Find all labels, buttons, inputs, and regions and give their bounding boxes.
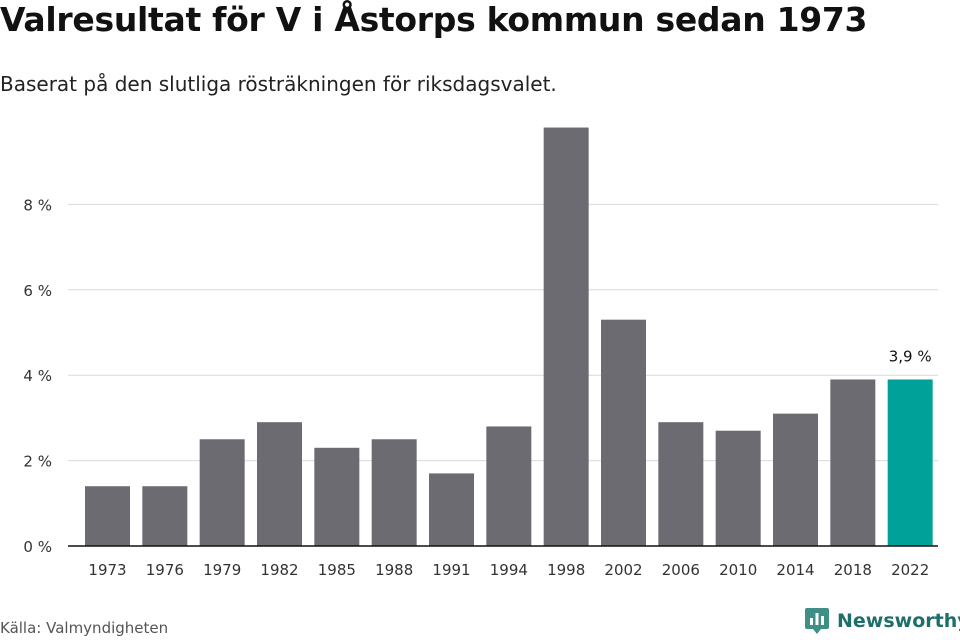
x-tick-label: 2010 [719,561,757,579]
x-tick-label: 2018 [834,561,872,579]
bar-1991 [429,473,474,546]
x-tick-label: 1976 [146,561,184,579]
y-tick-label: 4 % [23,367,52,385]
y-tick-label: 2 % [23,453,52,471]
data-labels: 3,9 % [889,347,932,365]
x-tick-label: 1985 [318,561,356,579]
bar-2010 [715,430,761,546]
chart-title: Valresultat för V i Åstorps kommun sedan… [0,0,868,39]
bar-2018 [830,379,876,546]
x-tick-label: 1988 [375,561,413,579]
x-tick-label: 2002 [604,561,642,579]
x-tick-label: 1979 [203,561,241,579]
x-tick-label: 1991 [432,561,470,579]
x-tick-label: 1973 [88,561,126,579]
bar-1982 [257,422,302,546]
y-tick-label: 8 % [23,196,52,214]
bar-1976 [142,486,188,546]
y-axis-labels: 0 % 2 % 4 % 6 % 8 % [23,196,52,556]
x-tick-label: 2006 [662,561,700,579]
bars [85,127,933,546]
bar-1994 [486,426,532,546]
bar-2006 [658,422,704,546]
bar-2002 [601,319,646,546]
x-tick-label: 2022 [891,561,929,579]
y-tick-label: 6 % [23,282,52,300]
x-tick-label: 1994 [490,561,528,579]
y-tick-label: 0 % [23,538,52,556]
bar-2022 [887,379,933,546]
bar-1973 [85,486,130,546]
newsworthy-logo-icon [805,608,829,634]
bar-1998 [543,127,589,546]
x-tick-label: 1982 [260,561,298,579]
data-label-2022: 3,9 % [889,347,932,365]
bar-2014 [773,413,818,546]
brand-name: Newsworthy [837,610,960,632]
x-axis-labels: 1973 1976 1979 1982 1985 1988 1991 1994 1998 2002… [88,561,929,579]
chart-subtitle: Baserat på den slutliga rösträkningen fö… [0,72,557,96]
brand: Newsworthy [804,606,960,636]
x-tick-label: 1998 [547,561,585,579]
bar-1988 [371,439,417,546]
bar-1985 [314,447,360,546]
x-tick-label: 2014 [776,561,814,579]
bar-1979 [199,439,245,546]
bar-chart: 0 % 2 % 4 % 6 % 8 % 1973 1976 1979 1982 1985 1988… [23,127,938,579]
source-note: Källa: Valmyndigheten [0,619,169,637]
